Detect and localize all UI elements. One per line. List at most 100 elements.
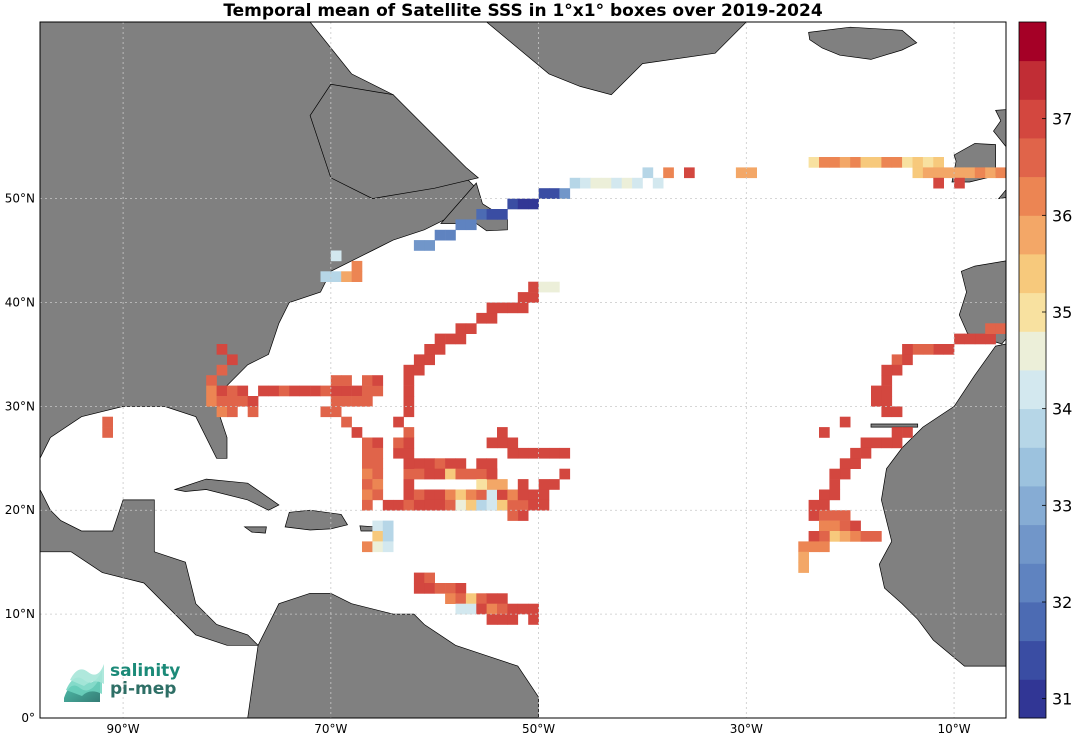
- sss-cell: [985, 167, 996, 179]
- sss-cell: [580, 177, 591, 189]
- sss-cell: [559, 468, 571, 480]
- sss-cell: [341, 416, 352, 428]
- sss-cell: [507, 603, 519, 615]
- sss-cell: [507, 499, 519, 511]
- lon-tick-label: 70°W: [314, 722, 347, 736]
- sss-cell: [891, 364, 903, 376]
- sss-cell: [746, 167, 757, 179]
- sss-cell: [372, 437, 384, 449]
- greenland-land: [486, 22, 747, 96]
- sss-cell: [372, 468, 384, 480]
- sss-cell: [881, 364, 893, 376]
- sss-cell: [912, 157, 924, 168]
- sss-cell: [839, 416, 851, 428]
- sss-cell: [486, 479, 498, 490]
- sss-cell: [424, 583, 435, 594]
- sss-cell: [434, 229, 446, 241]
- sss-cell: [486, 489, 498, 501]
- sss-cell: [455, 489, 467, 501]
- sss-cell: [362, 468, 373, 480]
- sss-cell: [839, 510, 851, 521]
- sss-cell: [860, 157, 872, 168]
- sss-cell: [413, 458, 425, 469]
- sss-cell: [839, 157, 851, 168]
- sss-cell: [902, 157, 913, 168]
- sss-cell: [871, 396, 882, 407]
- sss-cell: [528, 292, 539, 303]
- sss-cell: [424, 572, 435, 584]
- sss-cell: [476, 499, 487, 511]
- sss-cell: [372, 520, 384, 532]
- sss-cell: [247, 396, 259, 407]
- sss-cell: [476, 593, 487, 604]
- sss-cell: [933, 177, 944, 189]
- lon-tick-labels: 90°W 70°W 50°W 30°W 10°W: [107, 722, 971, 736]
- sss-cell: [403, 447, 415, 459]
- sss-cell: [237, 385, 249, 397]
- lat-tick-label: 30°N: [5, 399, 35, 413]
- sss-cell: [850, 458, 861, 469]
- sss-cell: [974, 333, 986, 345]
- sss-cell: [995, 167, 1006, 179]
- sss-cell: [372, 385, 384, 397]
- sss-cell: [902, 354, 913, 366]
- sss-cell: [434, 583, 446, 594]
- sss-cell: [798, 541, 809, 553]
- sss-cell: [684, 167, 695, 179]
- sss-cell: [538, 447, 550, 459]
- colorbar-segment: [1019, 99, 1046, 139]
- sss-cell: [611, 177, 622, 189]
- sss-cell: [663, 167, 674, 179]
- sss-cell: [808, 541, 820, 553]
- sss-cell: [819, 427, 830, 438]
- lat-tick-labels: 0° 10°N 20°N 30°N 40°N 50°N: [5, 192, 35, 725]
- sss-cell: [985, 323, 996, 334]
- sss-cell: [445, 468, 456, 480]
- sss-cell: [476, 209, 487, 220]
- sss-cell: [538, 188, 550, 199]
- sss-cell: [559, 188, 571, 199]
- sss-cell: [465, 219, 477, 231]
- sss-cell: [393, 447, 404, 459]
- sss-cell: [881, 385, 893, 397]
- sss-cell: [362, 375, 373, 386]
- sss-cell: [455, 219, 467, 231]
- sss-cell: [268, 385, 280, 397]
- sss-cell: [362, 499, 373, 511]
- sss-cell: [497, 603, 508, 615]
- sss-cell: [434, 458, 446, 469]
- hispaniola-land: [284, 509, 349, 531]
- sss-cell: [819, 531, 830, 542]
- sss-cell: [538, 489, 550, 501]
- sss-cell: [497, 427, 508, 438]
- sss-cell: [403, 364, 415, 376]
- sss-cell: [486, 614, 498, 625]
- sss-cell: [1058, 167, 1069, 178]
- lat-tick-label: 10°N: [5, 607, 35, 621]
- sss-cell: [497, 437, 508, 449]
- colorbar-tick-label: 33: [1052, 496, 1072, 515]
- sss-cell: [933, 344, 944, 355]
- sss-cell: [320, 385, 332, 397]
- sss-cell: [455, 603, 467, 615]
- sss-cell: [362, 437, 373, 449]
- sss-cell: [486, 209, 498, 220]
- sss-cell: [819, 541, 830, 553]
- sss-cell: [507, 302, 519, 314]
- sss-cell: [445, 593, 456, 604]
- sss-cell: [486, 593, 498, 604]
- sss-cell: [362, 447, 373, 459]
- sss-cell: [922, 157, 934, 168]
- sss-cell: [403, 458, 415, 469]
- colorbar-segment: [1019, 138, 1046, 178]
- sss-cell: [829, 479, 841, 490]
- sss-cell: [424, 468, 435, 480]
- sss-cell: [403, 437, 415, 449]
- sss-cell: [424, 489, 435, 501]
- lon-tick-label: 30°W: [730, 722, 763, 736]
- british-isles-land: [993, 109, 1006, 200]
- sss-cell: [829, 531, 841, 542]
- sss-cell: [871, 531, 882, 542]
- sss-cell: [206, 375, 217, 386]
- sss-cell: [382, 541, 394, 553]
